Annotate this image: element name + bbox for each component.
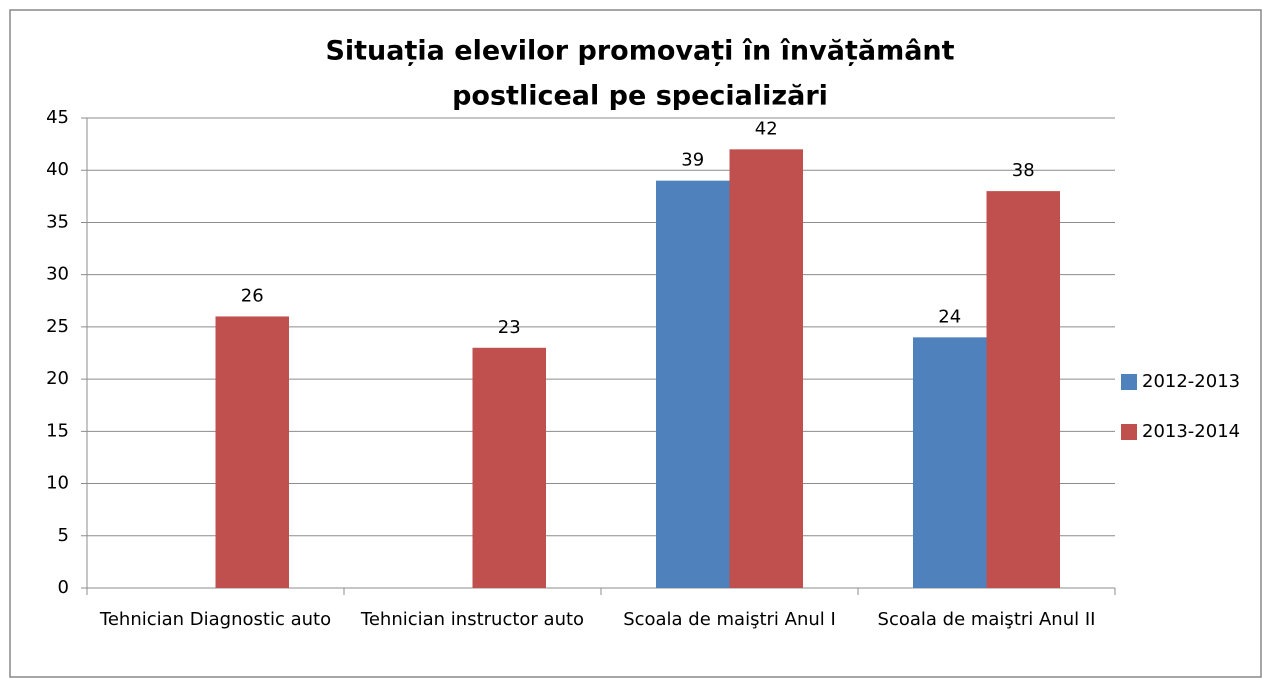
x-tick-label: Scoala de maiştri Anul I	[623, 609, 836, 630]
x-tick-label: Tehnician instructor auto	[360, 609, 585, 630]
bar	[215, 316, 289, 588]
data-label: 42	[755, 118, 778, 139]
y-tick-label: 15	[46, 420, 69, 441]
legend-swatch	[1121, 424, 1137, 440]
data-label: 26	[241, 285, 264, 306]
data-label: 23	[498, 317, 521, 338]
x-tick-label: Scoala de maiştri Anul II	[877, 609, 1096, 630]
legend-swatch	[1121, 374, 1137, 390]
bar	[729, 149, 803, 589]
y-tick-label: 20	[46, 368, 69, 389]
bar	[913, 337, 987, 588]
data-label: 38	[1012, 160, 1035, 181]
y-tick-label: 40	[46, 159, 69, 180]
bar	[472, 347, 546, 588]
bar	[986, 191, 1060, 588]
chart-title: Situația elevilor promovați în învățămân…	[325, 36, 954, 67]
y-tick-label: 45	[46, 107, 69, 128]
legend-label: 2013-2014	[1142, 421, 1240, 442]
data-label: 39	[681, 150, 704, 171]
data-label: 24	[938, 306, 961, 327]
legend-label: 2012-2013	[1142, 371, 1240, 392]
y-tick-label: 35	[46, 211, 69, 232]
y-tick-label: 30	[46, 264, 69, 285]
chart-title: postliceal pe specializări	[452, 81, 828, 112]
y-tick-label: 5	[58, 525, 69, 546]
bar	[656, 180, 730, 588]
y-tick-label: 0	[58, 577, 69, 598]
x-tick-label: Tehnician Diagnostic auto	[99, 609, 332, 630]
y-tick-label: 25	[46, 316, 69, 337]
y-tick-label: 10	[46, 473, 69, 494]
